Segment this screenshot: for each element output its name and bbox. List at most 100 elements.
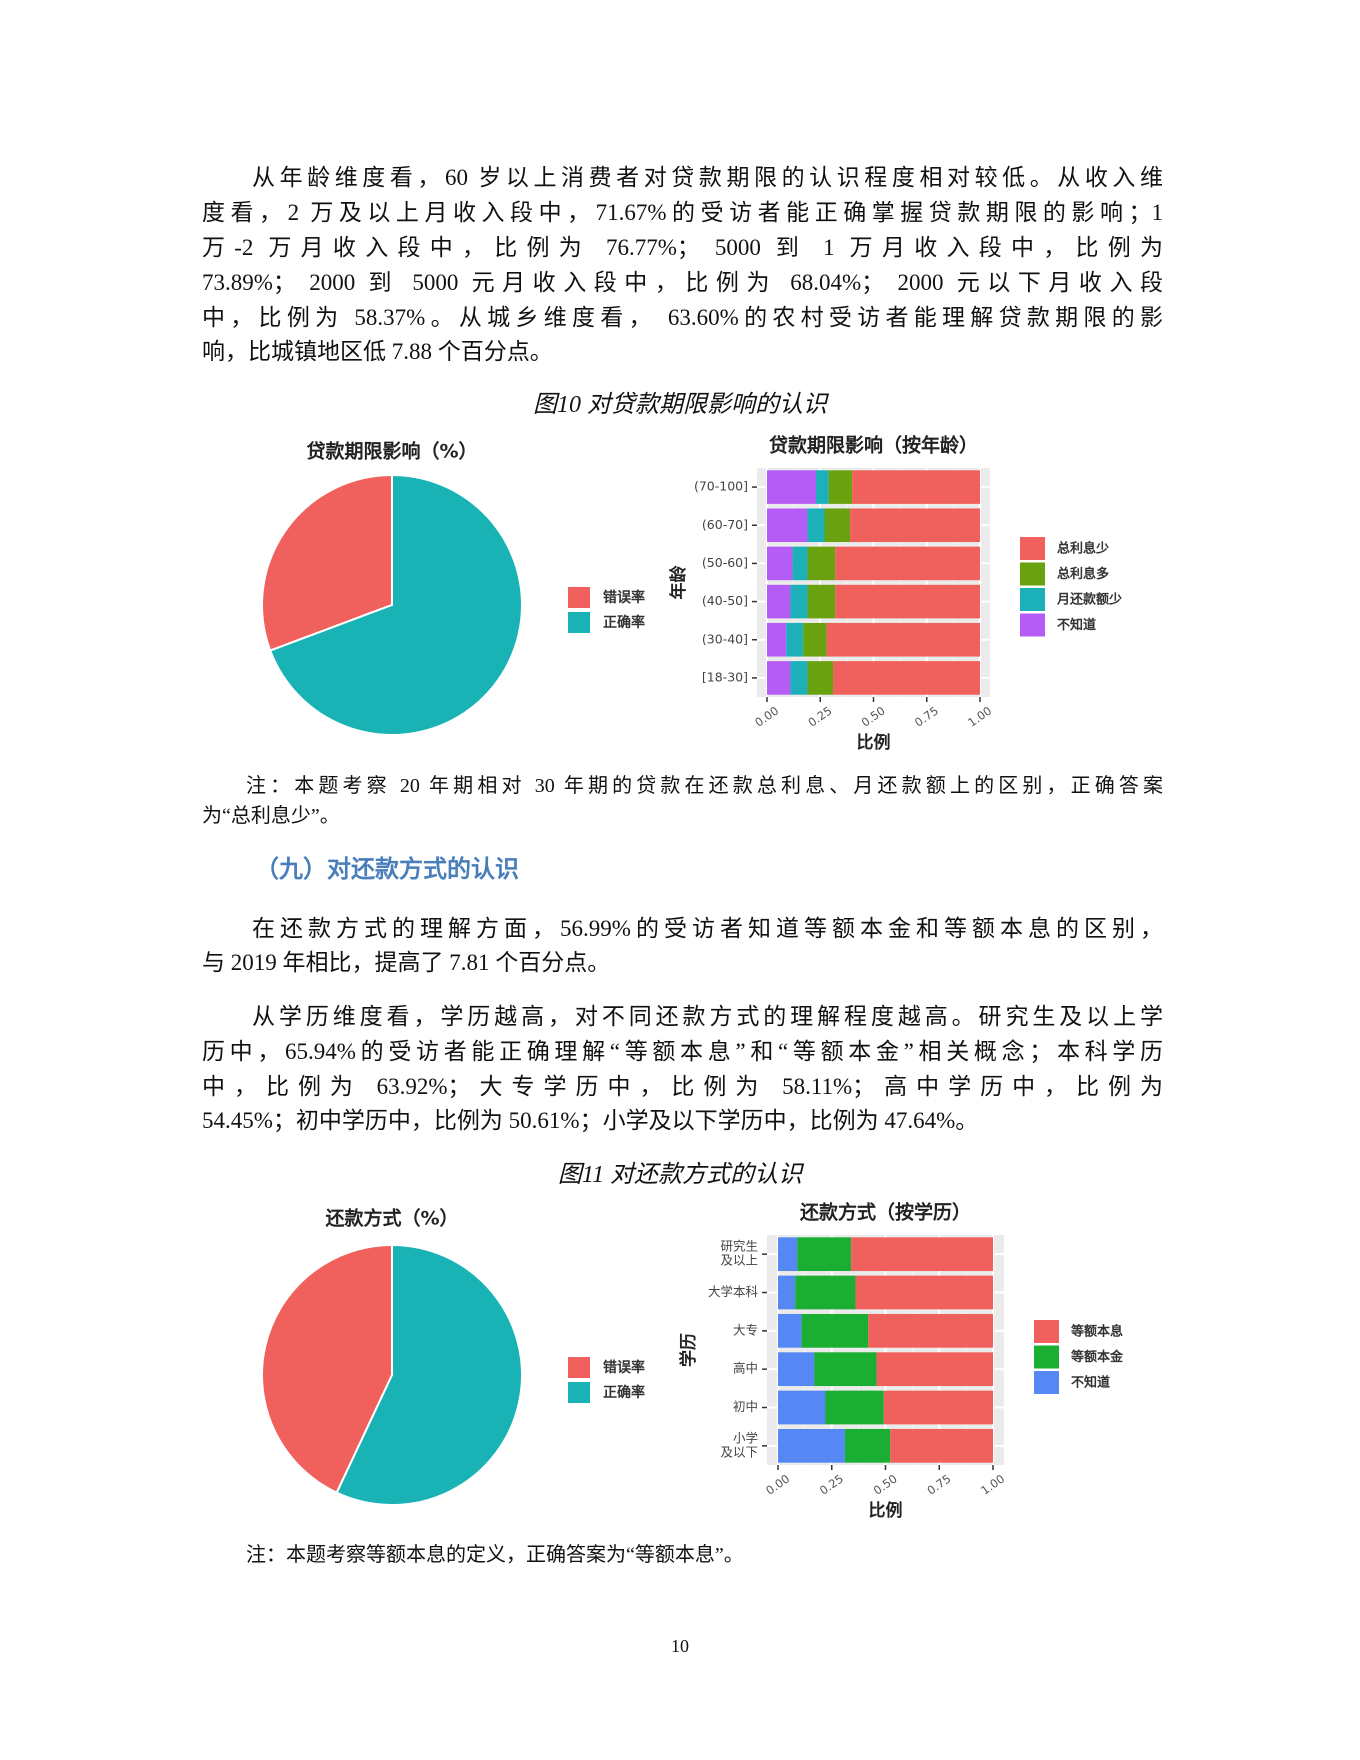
bar-segment <box>807 546 836 581</box>
text-line: 注：本题考察等额本息的定义，正确答案为“等额本息”。 <box>246 1544 744 1566</box>
legend-label: 月还款额少 <box>1056 592 1122 608</box>
figure-11-caption: 图11 对还款方式的认识 <box>557 1162 803 1188</box>
bar-segment <box>855 1275 993 1310</box>
legend-label: 总利息多 <box>1057 566 1109 582</box>
bar-segment <box>803 622 827 657</box>
legend-swatch <box>568 1357 590 1378</box>
pie-slice <box>261 1243 393 1494</box>
bar-segment <box>767 584 791 619</box>
bar-segment <box>767 622 787 657</box>
bar-segment <box>851 1237 993 1272</box>
x-tick-label: 0.00 <box>763 1472 792 1498</box>
legend-label: 等额本金 <box>1070 1349 1124 1365</box>
legend-label: 错误率 <box>603 589 645 606</box>
bar-segment <box>786 622 804 657</box>
bar-segment <box>883 1390 993 1425</box>
x-tick-label: 0.50 <box>859 704 888 730</box>
x-axis-title: 比例 <box>869 1500 903 1521</box>
text-line: 度看，2 万及以上月收入段中，71.67%的受访者能正确掌握贷款期限的影响；1 <box>202 200 1163 225</box>
y-tick-label: (60-70] <box>702 517 748 532</box>
legend-label: 不知道 <box>1071 1375 1110 1391</box>
y-tick-label: 初中 <box>733 1399 758 1414</box>
x-tick-label: 1.00 <box>978 1472 1007 1498</box>
y-tick-label: 高中 <box>733 1361 758 1376</box>
bar-segment <box>850 508 980 543</box>
text-line: 历中，65.94%的受访者能正确理解“等额本息”和“等额本金”相关概念；本科学历 <box>202 1039 1163 1064</box>
bar-segment <box>767 508 808 543</box>
legend-label: 等额本息 <box>1070 1324 1123 1340</box>
text-line: 万-2 万月收入段中，比例为 76.77%； 5000 到 1 万月收入段中，比… <box>202 235 1163 260</box>
y-tick-label: [18-30] <box>702 669 748 684</box>
bar-segment <box>826 622 980 657</box>
bar-segment <box>790 584 808 619</box>
y-tick-label: 研究生 <box>720 1239 758 1254</box>
x-tick-label: 0.25 <box>805 704 834 730</box>
pie-title: 还款方式（%） <box>324 1207 458 1230</box>
legend-swatch <box>1034 1320 1059 1343</box>
bar-segment <box>825 1390 884 1425</box>
bar-segment <box>868 1313 993 1348</box>
legend-swatch <box>1020 562 1045 586</box>
y-axis-title: 学历 <box>678 1333 699 1367</box>
bar-segment <box>797 1237 852 1272</box>
bar-segment <box>828 470 853 504</box>
pie-slice <box>335 1243 523 1506</box>
legend-swatch <box>568 587 590 608</box>
bar-segment <box>778 1352 815 1387</box>
x-axis-title: 比例 <box>857 732 891 753</box>
legend-swatch <box>1020 613 1045 637</box>
page-number: 10 <box>671 1636 689 1656</box>
x-tick-label: 0.00 <box>752 704 781 730</box>
legend-swatch <box>1020 588 1045 611</box>
x-tick-label: 0.50 <box>871 1472 900 1498</box>
bar-segment <box>807 508 825 543</box>
x-tick-label: 0.25 <box>817 1472 846 1498</box>
text-line: 54.45%；初中学历中，比例为 50.61%；小学及以下学历中，比例为 47.… <box>202 1108 979 1133</box>
legend-label: 错误率 <box>603 1359 645 1376</box>
bar-segment <box>790 661 808 695</box>
section-heading: （九）对还款方式的认识 <box>255 857 519 883</box>
bar-segment <box>807 584 836 619</box>
pie-title: 贷款期限影响（%） <box>306 440 477 463</box>
bar-segment <box>778 1275 796 1310</box>
x-tick-label: 1.00 <box>965 704 994 730</box>
bar-segment <box>778 1428 845 1463</box>
legend-swatch <box>568 612 590 633</box>
bar-segment <box>876 1352 993 1387</box>
y-tick-label: 及以下 <box>720 1444 758 1459</box>
bar-chart-title: 还款方式（按学历） <box>799 1201 971 1224</box>
x-tick-label: 0.75 <box>912 704 941 730</box>
bar-segment <box>767 661 791 695</box>
bar-segment <box>833 661 980 695</box>
bar-segment <box>835 584 980 619</box>
bar-segment <box>814 1352 877 1387</box>
y-tick-label: 小学 <box>733 1430 758 1445</box>
bar-segment <box>815 470 829 504</box>
bar-segment <box>844 1428 891 1463</box>
bar-segment <box>767 546 793 581</box>
text-line: 与 2019 年相比，提高了 7.81 个百分点。 <box>202 950 611 975</box>
legend-swatch <box>1034 1371 1059 1394</box>
bar-segment <box>767 470 816 504</box>
text-line: 73.89%； 2000 到 5000 元月收入段中，比例为 68.04%； 2… <box>202 270 1163 295</box>
bar-segment <box>852 470 980 504</box>
y-tick-label: (40-50] <box>702 593 748 608</box>
legend-label: 正确率 <box>603 1384 645 1401</box>
text-line: 在还款方式的理解方面，56.99%的受访者知道等额本金和等额本息的区别， <box>252 916 1163 941</box>
legend-swatch <box>568 1382 590 1403</box>
y-tick-label: (50-60] <box>702 555 748 570</box>
pie-slice <box>268 473 523 736</box>
text-line: 为“总利息少”。 <box>202 805 340 827</box>
y-tick-label: 大专 <box>733 1322 758 1337</box>
y-tick-label: (70-100] <box>694 479 748 494</box>
pie-slice <box>261 473 393 652</box>
legend-label: 总利息少 <box>1057 541 1109 557</box>
x-tick-label: 0.75 <box>924 1472 953 1498</box>
bar-segment <box>778 1390 826 1425</box>
legend-swatch <box>1034 1345 1059 1369</box>
text-line: 从学历维度看，学历越高，对不同还款方式的理解程度越高。研究生及以上学 <box>252 1004 1163 1029</box>
text-line: 响，比城镇地区低 7.88 个百分点。 <box>202 339 553 364</box>
text-line: 中，比例为 63.92%；大专学历中，比例为 58.11%；高中学历中，比例为 <box>202 1074 1163 1099</box>
text-line: 中，比例为 58.37%。从城乡维度看， 63.60%的农村受访者能理解贷款期限… <box>202 305 1163 330</box>
